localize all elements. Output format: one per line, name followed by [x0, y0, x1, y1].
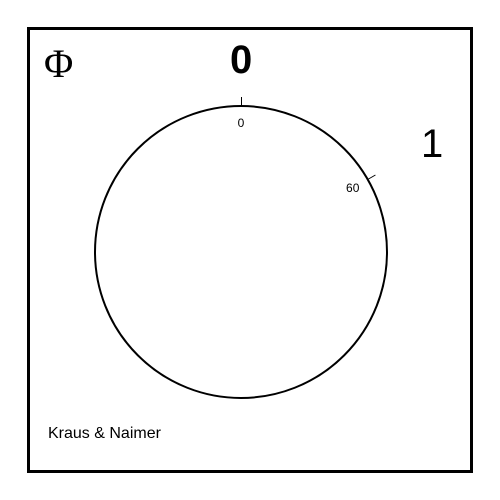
- rotary-dial[interactable]: [94, 105, 388, 399]
- position-label: 0: [230, 38, 252, 83]
- position-label: 1: [421, 122, 443, 167]
- phi-symbol: Φ: [44, 40, 73, 87]
- tick-label: 0: [238, 116, 245, 130]
- manufacturer-label: Kraus & Naimer: [48, 425, 161, 443]
- dial-tick: [241, 97, 242, 105]
- tick-label: 60: [346, 181, 359, 195]
